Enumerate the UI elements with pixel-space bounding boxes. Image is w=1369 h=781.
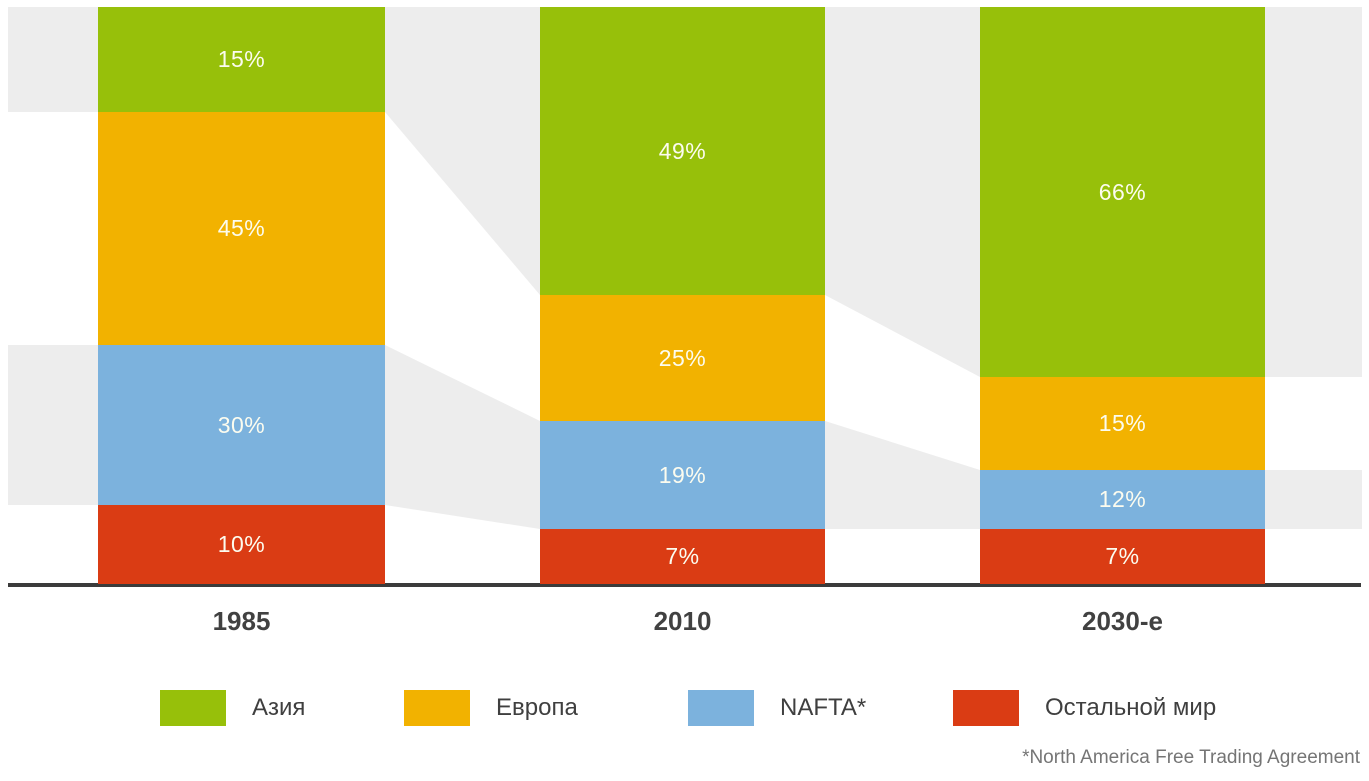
segment-asia-1985: 15%: [98, 7, 385, 112]
bar-2010: 49% 25% 19% 7%: [540, 7, 825, 584]
legend-swatch-restofworld: [953, 690, 1019, 726]
segment-restofworld-1985: 10%: [98, 505, 385, 584]
legend-label-europe: Европа: [496, 694, 578, 721]
segment-value-label: 66%: [1098, 178, 1147, 205]
segment-nafta-2010: 19%: [540, 421, 825, 529]
segment-restofworld-2010: 7%: [540, 529, 825, 584]
segment-value-label: 19%: [658, 461, 707, 488]
footnote: *North America Free Trading Agreement: [1022, 747, 1360, 768]
flow-band-asia-2010-2030: [825, 7, 980, 377]
flow-band-asia-right-margin: [1265, 7, 1362, 377]
segment-value-label: 7%: [665, 543, 700, 569]
legend-swatch-nafta: [688, 690, 754, 726]
segment-nafta-1985: 30%: [98, 345, 385, 505]
legend-label-asia: Азия: [252, 694, 306, 721]
flow-band-nafta-right-margin: [1265, 470, 1362, 529]
axis-label-2030: 2030-е: [1082, 606, 1163, 636]
legend-label-restofworld: Остальной мир: [1045, 694, 1217, 721]
x-axis-line: [8, 583, 1361, 587]
segment-value-label: 10%: [217, 531, 266, 557]
flow-band-asia-1985-2010: [385, 7, 540, 295]
segment-asia-2010: 49%: [540, 7, 825, 295]
flow-band-nafta-1985-2010: [385, 345, 540, 529]
segment-restofworld-2030: 7%: [980, 529, 1265, 584]
segment-europe-1985: 45%: [98, 112, 385, 345]
segment-asia-2030: 66%: [980, 7, 1265, 377]
flow-band-nafta-2010-2030: [825, 421, 980, 529]
flow-band-nafta-left-margin: [8, 345, 98, 505]
bar-2030: 66% 15% 12% 7%: [980, 7, 1265, 584]
segment-value-label: 45%: [217, 215, 266, 241]
segment-europe-2010: 25%: [540, 295, 825, 421]
legend-item-asia: Азия: [160, 690, 305, 726]
legend-swatch-asia: [160, 690, 226, 726]
segment-value-label: 7%: [1105, 543, 1140, 569]
segment-nafta-2030: 12%: [980, 470, 1265, 529]
segment-value-label: 25%: [658, 344, 707, 371]
legend-item-europe: Европа: [404, 690, 578, 726]
flow-band-asia-left-margin: [8, 7, 98, 112]
bar-1985: 15% 45% 30% 10%: [98, 7, 385, 584]
segment-value-label: 15%: [1098, 410, 1147, 436]
legend-item-restofworld: Остальной мир: [953, 690, 1216, 726]
segment-value-label: 15%: [217, 46, 266, 72]
axis-label-1985: 1985: [212, 606, 271, 636]
legend-swatch-europe: [404, 690, 470, 726]
axis-label-2010: 2010: [653, 606, 712, 636]
segment-europe-2030: 15%: [980, 377, 1265, 470]
segment-value-label: 30%: [217, 411, 266, 438]
segment-value-label: 12%: [1098, 486, 1147, 512]
legend-item-nafta: NAFTA*: [688, 690, 866, 726]
legend-label-nafta: NAFTA*: [780, 694, 867, 721]
segment-value-label: 49%: [658, 137, 707, 164]
